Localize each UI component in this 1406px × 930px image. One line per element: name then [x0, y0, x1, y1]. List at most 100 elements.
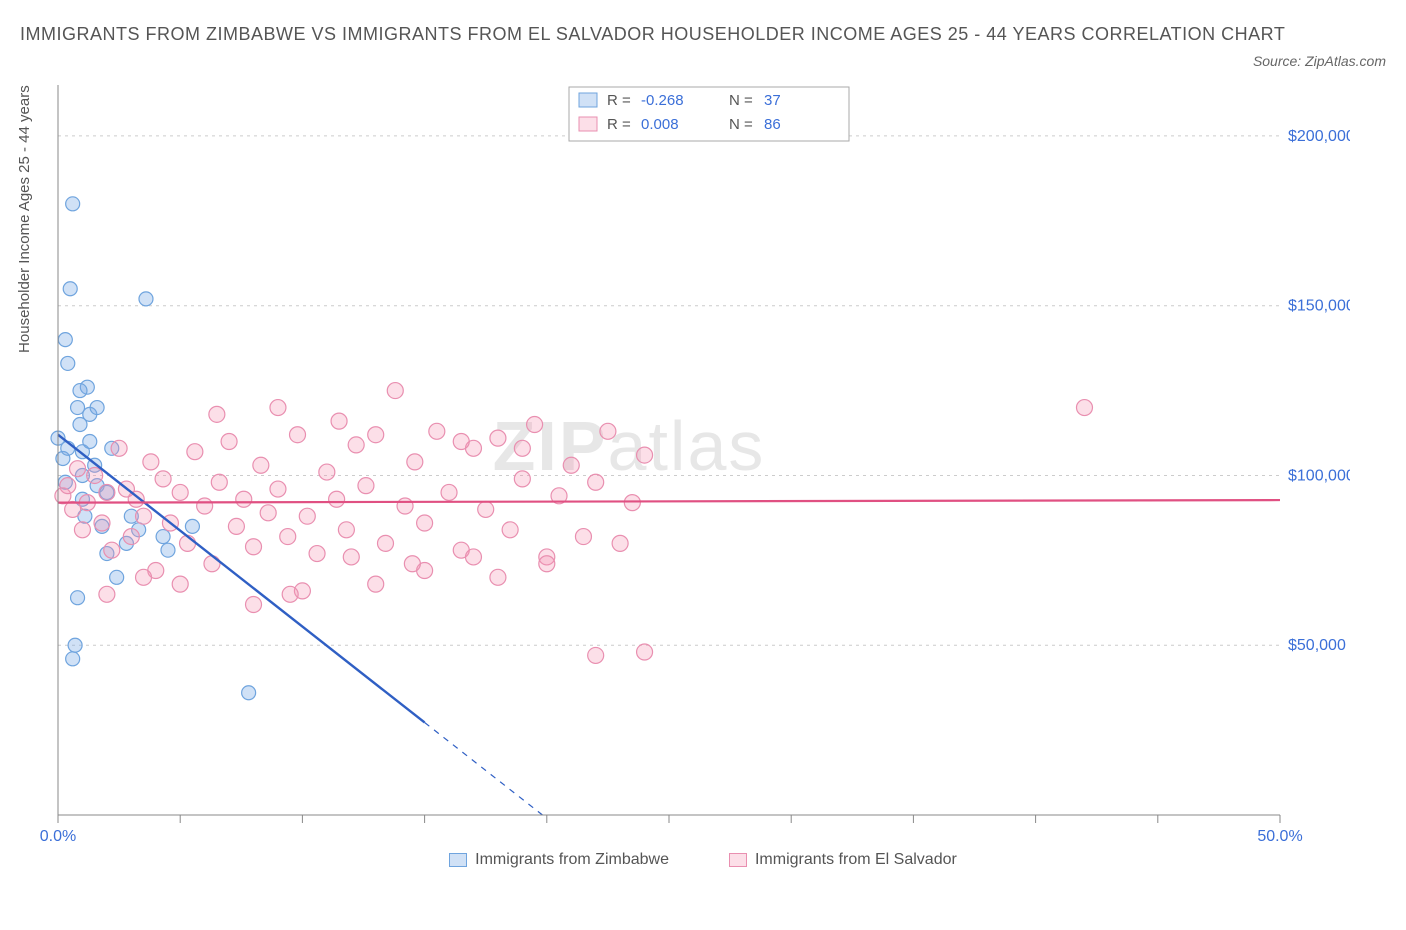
data-point: [478, 501, 494, 517]
data-point: [136, 569, 152, 585]
data-point: [253, 457, 269, 473]
data-point: [270, 481, 286, 497]
x-tick-label: 0.0%: [40, 828, 76, 845]
data-point: [143, 454, 159, 470]
data-point: [319, 464, 335, 480]
data-point: [348, 437, 364, 453]
x-tick-label: 50.0%: [1257, 828, 1302, 845]
data-point: [172, 484, 188, 500]
data-point: [600, 423, 616, 439]
data-point: [246, 596, 262, 612]
data-point: [197, 498, 213, 514]
data-point: [61, 356, 75, 370]
correlation-chart: Householder Income Ages 25 - 44 years $5…: [20, 75, 1386, 845]
data-point: [172, 576, 188, 592]
stat-n-value: 86: [764, 116, 781, 133]
data-point: [563, 457, 579, 473]
data-point: [343, 549, 359, 565]
data-point: [514, 440, 530, 456]
data-point: [110, 570, 124, 584]
data-point: [65, 501, 81, 517]
data-point: [221, 433, 237, 449]
data-point: [290, 427, 306, 443]
data-point: [280, 528, 296, 544]
data-point: [87, 467, 103, 483]
legend-swatch: [729, 853, 747, 867]
legend-label: Immigrants from El Salvador: [755, 851, 957, 869]
data-point: [539, 556, 555, 572]
legend-label: Immigrants from Zimbabwe: [475, 851, 669, 869]
data-point: [156, 529, 170, 543]
data-point: [99, 586, 115, 602]
data-point: [185, 519, 199, 533]
data-point: [66, 652, 80, 666]
data-point: [502, 522, 518, 538]
data-point: [155, 471, 171, 487]
data-point: [68, 638, 82, 652]
data-point: [368, 427, 384, 443]
data-point: [575, 528, 591, 544]
stat-n-value: 37: [764, 92, 781, 109]
data-point: [331, 413, 347, 429]
data-point: [1076, 399, 1092, 415]
data-point: [637, 644, 653, 660]
data-point: [637, 447, 653, 463]
data-point: [282, 586, 298, 602]
y-tick-label: $200,000: [1288, 128, 1350, 145]
source-attribution: Source: ZipAtlas.com: [1253, 53, 1386, 69]
legend-swatch: [449, 853, 467, 867]
stat-r-label: R =: [607, 116, 631, 133]
data-point: [338, 522, 354, 538]
data-point: [299, 508, 315, 524]
data-point: [429, 423, 445, 439]
stat-n-label: N =: [729, 116, 753, 133]
data-point: [309, 545, 325, 561]
y-axis-label: Householder Income Ages 25 - 44 years: [16, 85, 33, 353]
data-point: [236, 491, 252, 507]
data-point: [246, 539, 262, 555]
y-tick-label: $50,000: [1288, 637, 1346, 654]
data-point: [490, 569, 506, 585]
data-point: [417, 515, 433, 531]
legend-swatch: [579, 117, 597, 131]
data-point: [136, 508, 152, 524]
stat-r-value: 0.008: [641, 116, 679, 133]
data-point: [242, 686, 256, 700]
trend-line-extrapolated: [425, 722, 543, 815]
data-point: [407, 454, 423, 470]
data-point: [397, 498, 413, 514]
data-point: [187, 443, 203, 459]
data-point: [74, 522, 90, 538]
bottom-legend: Immigrants from Zimbabwe Immigrants from …: [20, 851, 1386, 869]
data-point: [161, 543, 175, 557]
data-point: [139, 292, 153, 306]
data-point: [453, 433, 469, 449]
stat-r-value: -0.268: [641, 92, 684, 109]
data-point: [70, 460, 86, 476]
data-point: [209, 406, 225, 422]
data-point: [514, 471, 530, 487]
data-point: [588, 474, 604, 490]
data-point: [99, 484, 115, 500]
data-point: [368, 576, 384, 592]
data-point: [377, 535, 393, 551]
data-point: [73, 383, 87, 397]
data-point: [71, 590, 85, 604]
data-point: [66, 197, 80, 211]
y-tick-label: $100,000: [1288, 467, 1350, 484]
data-point: [104, 542, 120, 558]
data-point: [94, 515, 110, 531]
data-point: [527, 416, 543, 432]
stat-n-label: N =: [729, 92, 753, 109]
data-point: [612, 535, 628, 551]
legend-item: Immigrants from Zimbabwe: [449, 851, 669, 869]
data-point: [588, 647, 604, 663]
data-point: [228, 518, 244, 534]
data-point: [490, 430, 506, 446]
stat-r-label: R =: [607, 92, 631, 109]
data-point: [63, 282, 77, 296]
data-point: [270, 399, 286, 415]
legend-item: Immigrants from El Salvador: [729, 851, 957, 869]
data-point: [404, 556, 420, 572]
data-point: [123, 528, 139, 544]
